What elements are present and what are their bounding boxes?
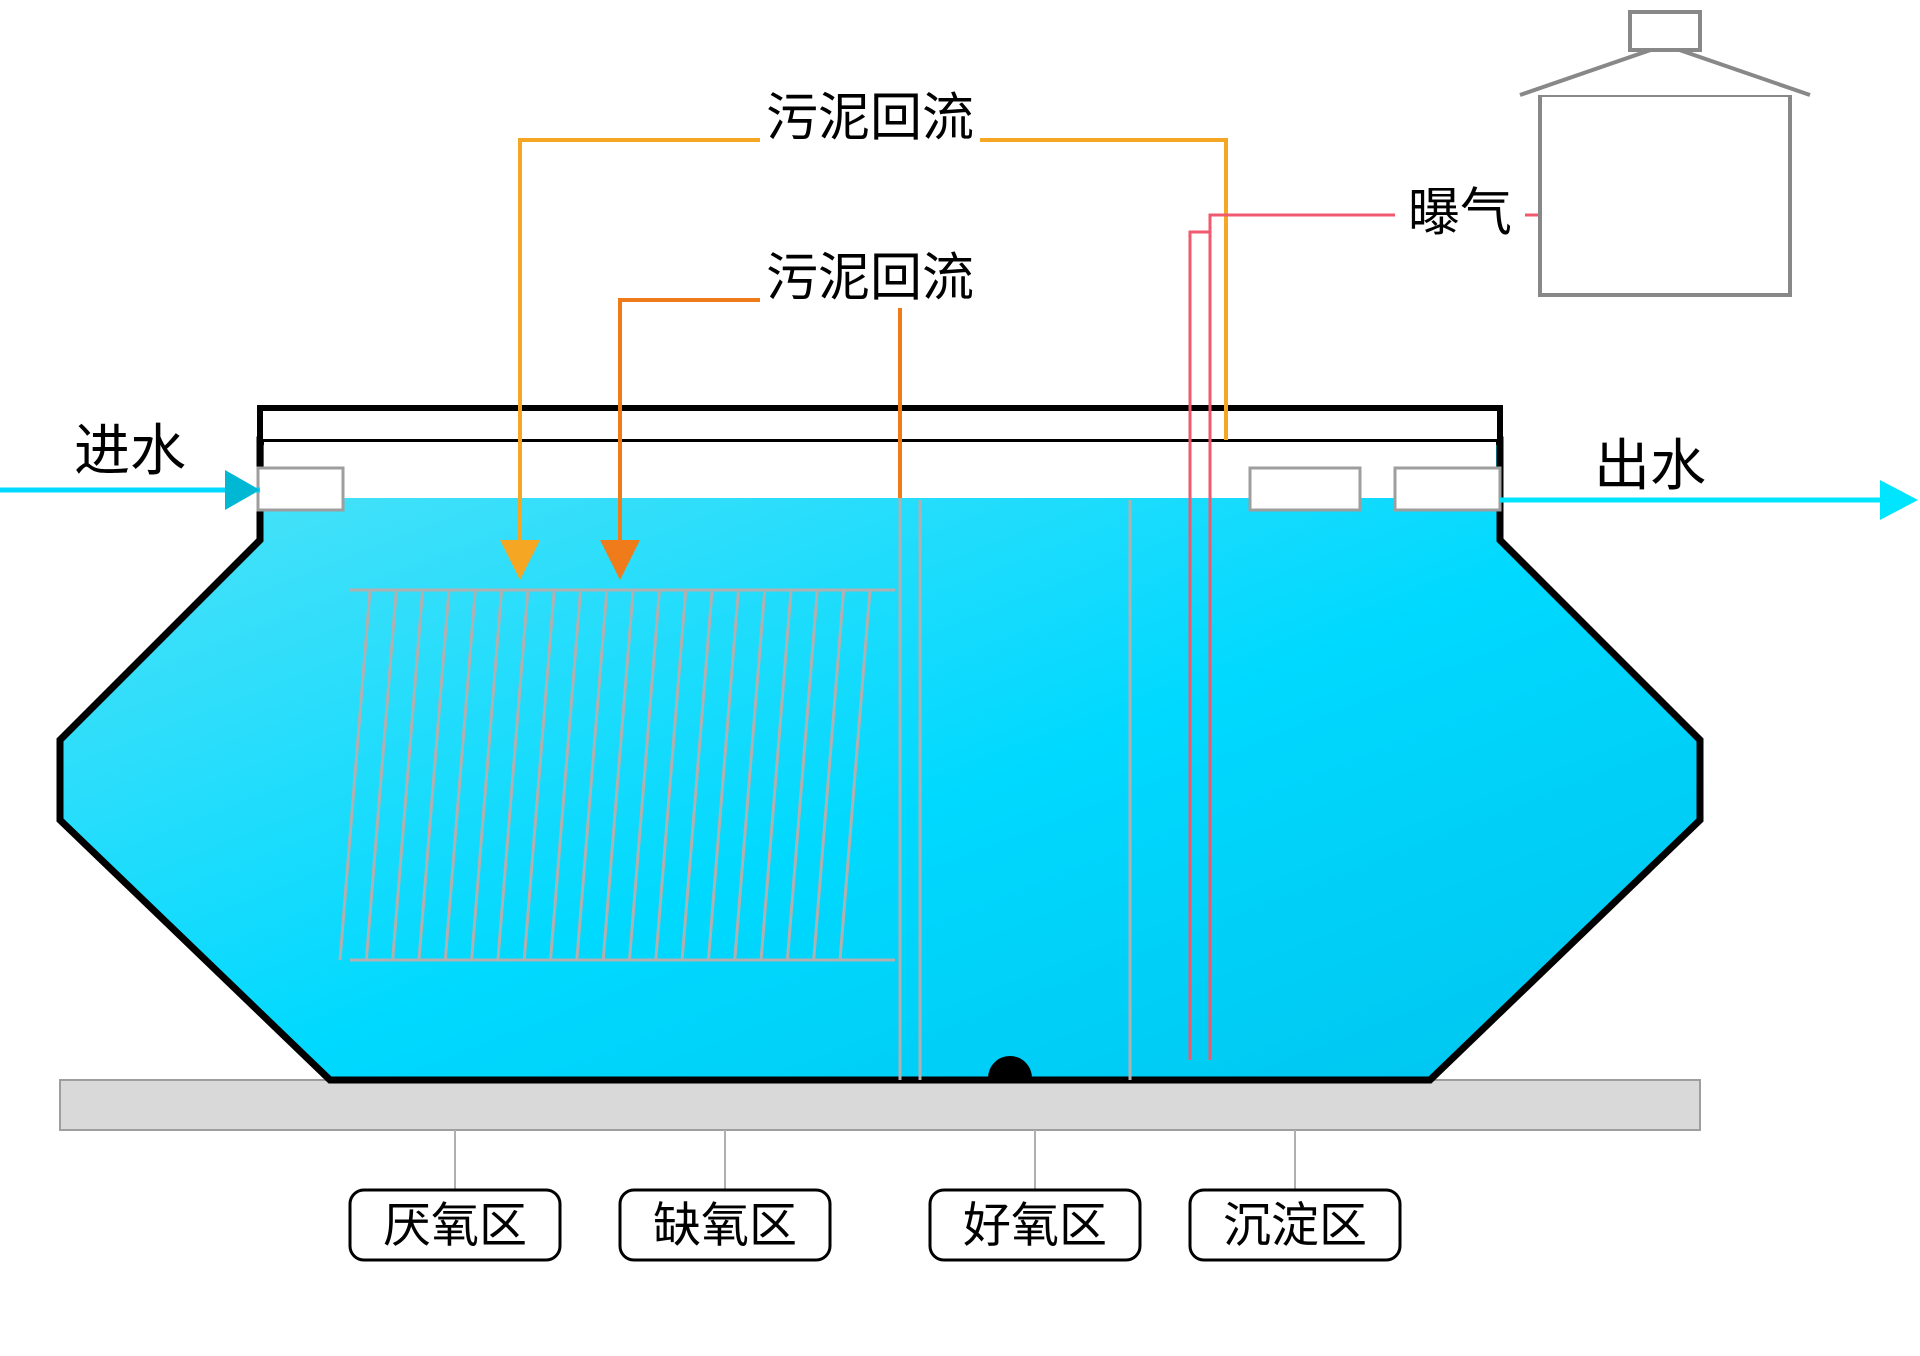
outflow-label: 出水	[1594, 434, 1706, 497]
base-slab	[60, 1080, 1700, 1130]
blower-house	[1520, 12, 1810, 295]
aeration-label: 曝气	[1408, 185, 1512, 243]
sludge-return-upper-label: 污泥回流	[766, 90, 974, 148]
tank-body	[60, 440, 1700, 1080]
inflow-label: 进水	[74, 419, 186, 482]
outlet-weir-1	[1250, 468, 1360, 510]
zone-labels-group: 厌氧区 缺氧区 好氧区 沉淀区	[350, 1130, 1400, 1260]
zone-label-anoxic: 缺氧区	[653, 1200, 797, 1253]
tank-lid	[260, 408, 1500, 442]
zone-label-aerobic: 好氧区	[963, 1200, 1107, 1253]
inlet-port	[258, 468, 343, 510]
outflow-arrow-icon	[1880, 480, 1918, 520]
zone-label-anaerobic: 厌氧区	[383, 1200, 527, 1253]
wastewater-treatment-diagram: 进水 出水 污泥回流 污泥回流 曝气 厌氧区 缺氧区 好氧区 沉淀区	[0, 0, 1920, 1356]
inflow-arrow-icon	[225, 470, 260, 510]
outlet-weir-2	[1395, 468, 1500, 510]
sludge-return-lower-label: 污泥回流	[766, 250, 974, 308]
zone-label-settling: 沉淀区	[1223, 1200, 1367, 1253]
